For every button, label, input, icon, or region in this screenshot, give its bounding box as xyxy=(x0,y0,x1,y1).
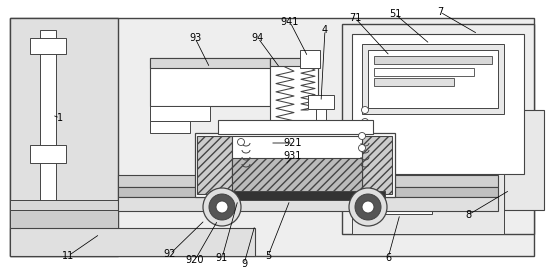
Text: 941: 941 xyxy=(281,17,299,27)
Text: 7: 7 xyxy=(437,7,443,17)
Bar xyxy=(504,110,544,210)
Bar xyxy=(368,50,498,108)
Circle shape xyxy=(349,188,387,226)
Text: 6: 6 xyxy=(385,253,391,263)
Bar xyxy=(10,18,534,256)
Bar xyxy=(362,44,504,114)
Text: 11: 11 xyxy=(62,251,74,261)
Text: 91: 91 xyxy=(216,253,228,263)
Circle shape xyxy=(358,133,366,139)
Text: 9: 9 xyxy=(241,259,247,269)
Circle shape xyxy=(362,201,374,213)
Bar xyxy=(342,24,534,234)
Bar xyxy=(352,184,432,214)
Circle shape xyxy=(216,201,228,213)
Bar xyxy=(270,58,318,66)
Text: 92: 92 xyxy=(164,249,176,259)
Text: 920: 920 xyxy=(186,255,204,265)
Text: 1: 1 xyxy=(57,113,63,123)
Bar xyxy=(232,158,362,194)
Bar xyxy=(197,136,232,194)
Circle shape xyxy=(237,138,244,145)
Bar xyxy=(10,210,118,228)
Text: 8: 8 xyxy=(465,210,471,220)
Text: 4: 4 xyxy=(322,25,328,35)
Bar xyxy=(30,145,66,163)
Bar xyxy=(40,30,56,210)
Text: 94: 94 xyxy=(252,33,264,43)
Circle shape xyxy=(362,130,368,138)
Bar xyxy=(118,175,498,187)
Bar xyxy=(362,136,392,194)
Bar xyxy=(232,136,362,180)
Bar xyxy=(10,18,118,256)
Bar xyxy=(150,58,270,106)
Circle shape xyxy=(203,188,241,226)
Bar xyxy=(374,68,474,76)
Bar xyxy=(150,58,270,68)
Circle shape xyxy=(209,194,235,220)
Text: 93: 93 xyxy=(189,33,201,43)
Bar xyxy=(30,38,66,54)
Bar xyxy=(150,106,210,121)
Text: 921: 921 xyxy=(284,138,302,148)
Circle shape xyxy=(362,118,368,125)
Bar xyxy=(10,228,255,256)
Bar xyxy=(374,56,492,64)
Circle shape xyxy=(355,194,381,220)
Bar xyxy=(352,34,524,174)
Text: 71: 71 xyxy=(349,13,361,23)
Bar xyxy=(210,191,385,200)
Bar xyxy=(270,58,318,128)
Bar xyxy=(218,120,373,134)
Bar xyxy=(118,187,498,197)
Bar xyxy=(308,95,334,109)
Text: 5: 5 xyxy=(265,251,271,261)
Bar xyxy=(300,50,320,68)
Text: 931: 931 xyxy=(284,151,302,161)
Circle shape xyxy=(362,107,368,113)
Circle shape xyxy=(358,144,366,152)
Bar xyxy=(150,121,190,133)
Bar xyxy=(195,133,395,197)
Bar xyxy=(374,78,454,86)
Bar xyxy=(352,174,504,234)
Bar xyxy=(316,108,326,138)
Bar xyxy=(10,200,118,210)
Text: 51: 51 xyxy=(389,9,401,19)
Bar xyxy=(118,197,498,211)
